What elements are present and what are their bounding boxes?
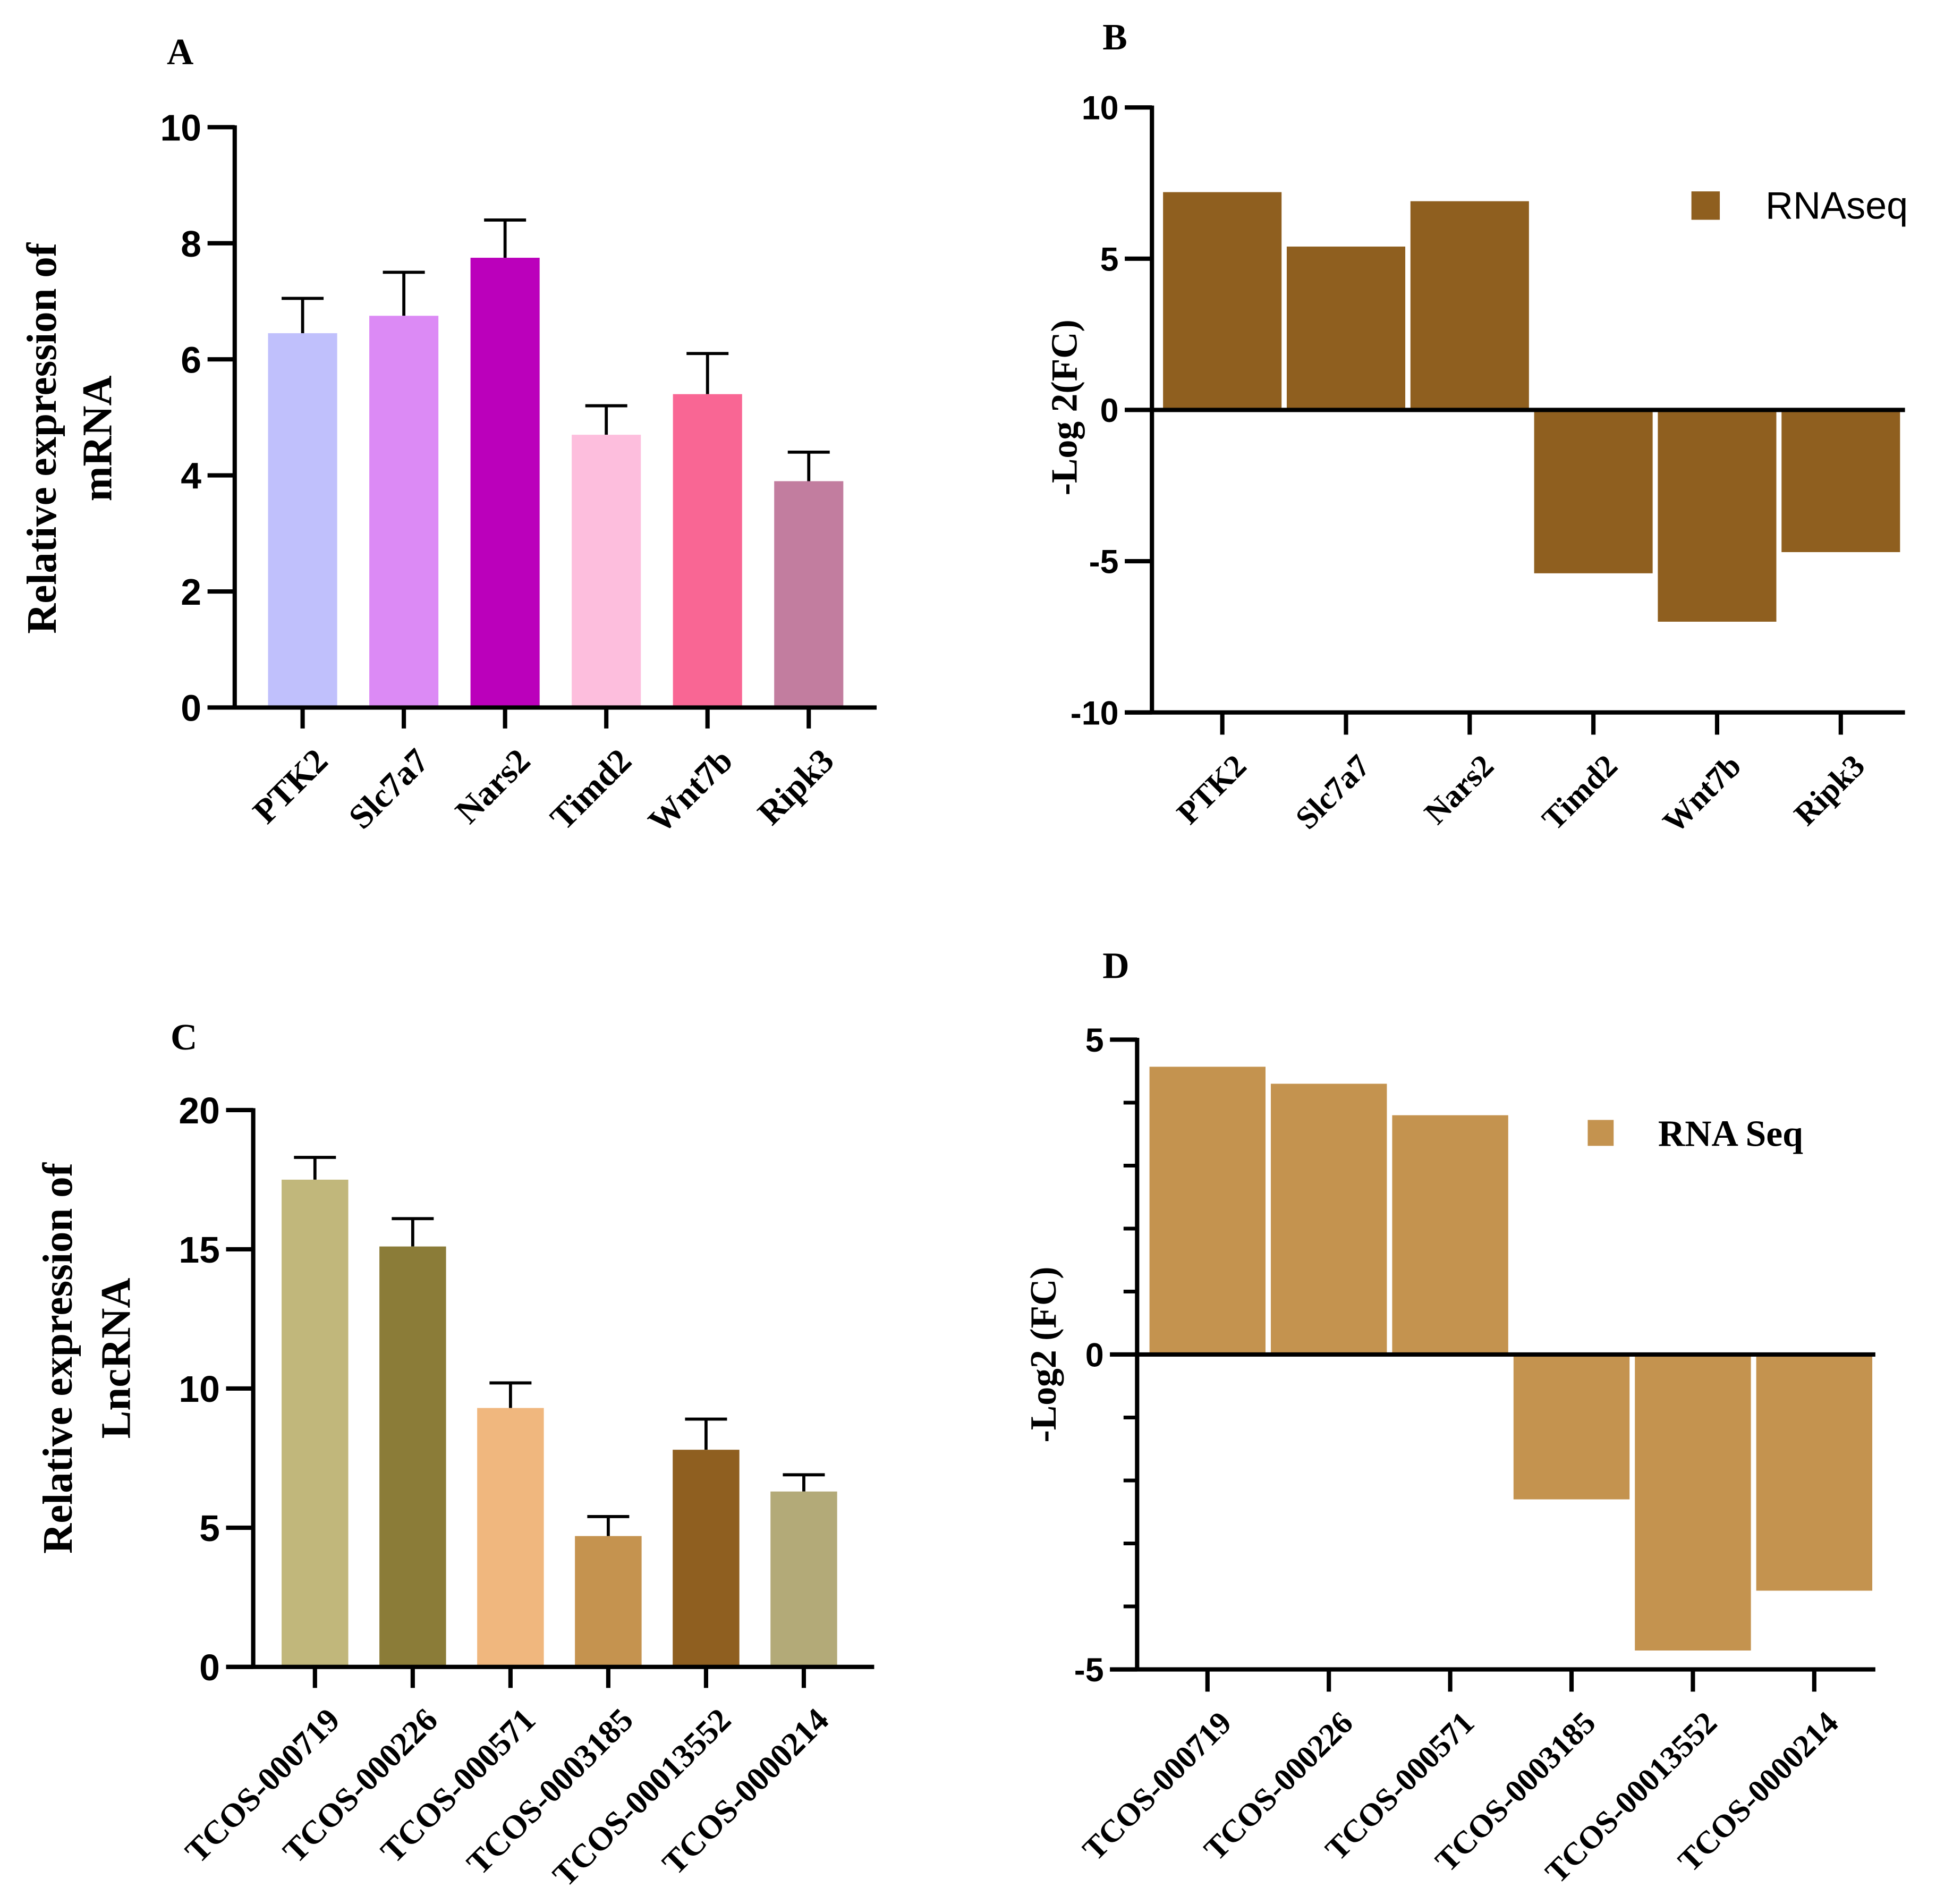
bar-TCOS-000226 [1270,1084,1387,1355]
bar-Nars2 [1410,201,1529,410]
bar-TCOS-0000214 [770,1491,837,1667]
bar-Ripk3 [1781,410,1900,553]
legend-label: RNA Seq [1658,1113,1803,1154]
legend-swatch [1691,191,1720,220]
y-tick-label: 5 [1100,241,1119,278]
y-axis-label: Relative expression of [19,242,65,633]
panel-letter: B [1102,17,1127,58]
y-tick-label: 0 [1100,392,1119,429]
bar-Wnt7b [673,394,742,708]
y-tick-label: -5 [1089,544,1119,581]
x-tick-label: Slc7a7 [1289,748,1377,836]
bar-Timd2 [572,435,641,708]
y-tick-label: 2 [181,571,201,613]
y-tick-label: 0 [199,1647,220,1688]
y-axis-label: Relative expression of [35,1162,81,1553]
legend-swatch [1587,1120,1614,1146]
bar-TCOS-00013552 [673,1450,740,1667]
x-tick-label: TCOS-0000214 [655,1701,836,1882]
x-tick-label: Timd2 [543,741,639,837]
y-tick-label: 0 [181,688,201,729]
legend: RNAseq [1691,184,1908,227]
bar-TCOS-0003185 [575,1536,642,1667]
bar-TCOS-000571 [477,1408,544,1667]
bar-TCOS-00013552 [1635,1354,1751,1651]
y-axis-label: -Log2 (FC) [1023,1267,1064,1443]
bar-TCOS-000719 [282,1179,349,1667]
x-tick-label: TCOS-0003185 [460,1701,640,1882]
y-tick-label: 10 [179,1368,220,1410]
x-tick-label: PTK2 [246,741,335,831]
bar-Wnt7b [1658,410,1777,622]
y-tick-label: 10 [1082,90,1119,127]
y-axis-label: LncRNA [93,1278,139,1439]
bar-Timd2 [1534,410,1653,573]
bar-TCOS-0000214 [1756,1354,1873,1591]
bar-PTK2 [268,333,337,708]
y-tick-label: 6 [181,339,201,380]
x-tick-label: Timd2 [1535,748,1625,837]
y-tick-label: 4 [181,455,201,497]
bar-PTK2 [1163,192,1282,410]
legend: RNA Seq [1587,1113,1803,1154]
y-tick-label: 15 [179,1229,220,1271]
bar-Slc7a7 [1286,247,1406,410]
panel-C: C05101520TCOS-000719TCOS-000226TCOS-0005… [35,1017,874,1893]
bar-TCOS-000226 [379,1246,446,1667]
bar-Nars2 [470,258,540,708]
panel-A: A 0 2 4 6 8 10 PTK2 Slc7a7 Nars2 Timd2 Wnt7b Ripk3 Re… [19,32,877,841]
x-tick-label: Ripk3 [1787,748,1872,833]
bar-TCOS-000719 [1149,1067,1266,1355]
legend-label: RNAseq [1765,184,1908,227]
y-tick-label: 5 [1085,1022,1104,1059]
y-tick-label: -10 [1071,695,1119,732]
y-axis-label: mRNA [74,375,121,501]
x-tick-label: Nars2 [448,741,538,831]
y-tick-label: 10 [160,107,202,148]
y-tick-label: 20 [179,1090,220,1131]
y-tick-label: 8 [181,223,201,265]
x-tick-label: Wnt7b [1656,748,1748,840]
bar-TCOS-0003185 [1513,1354,1630,1500]
x-tick-label: Nars2 [1417,748,1501,832]
x-tick-label: Ripk3 [751,741,842,832]
panel-letter: D [1102,945,1129,986]
y-axis-label: -Log 2(FC) [1044,319,1085,495]
x-tick-label: TCOS-00013552 [546,1701,738,1893]
x-tick-label: PTK2 [1170,748,1254,832]
y-tick-label: -5 [1074,1652,1104,1689]
bar-Ripk3 [774,481,844,708]
x-tick-label: Slc7a7 [342,741,437,836]
panel-D: D-505TCOS-000719TCOS-000226TCOS-000571TC… [1023,945,1875,1890]
x-tick-label: Wnt7b [641,741,740,840]
panel-B: B -10 -5 0 5 10 PTK2 Slc7a7 Nars2 Timd2 Wnt7b Ripk3… [1044,17,1908,840]
panel-letter: A [167,32,193,73]
y-tick-label: 5 [199,1508,220,1549]
y-tick-label: 0 [1085,1337,1104,1374]
panel-letter: C [171,1017,197,1058]
bar-TCOS-000571 [1392,1115,1508,1355]
bar-Slc7a7 [369,316,439,708]
